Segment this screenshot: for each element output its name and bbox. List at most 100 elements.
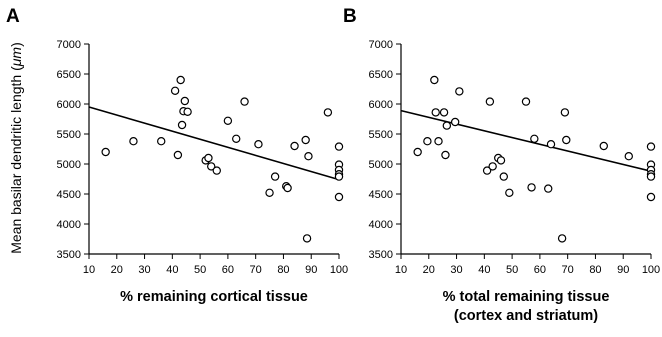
y-tick-label: 5000 <box>57 159 81 171</box>
panel-a: A 3500 4000 4500 5000 5500 6000 6500 7000 10 20 30 4… <box>6 6 348 305</box>
data-point <box>323 108 333 117</box>
data-point <box>177 120 187 130</box>
y-tick-label: 3500 <box>57 249 81 261</box>
data-point <box>442 121 452 130</box>
data-point <box>430 75 439 85</box>
data-point <box>546 139 556 149</box>
x-tick-label: 50 <box>506 264 518 276</box>
data-point <box>413 147 422 157</box>
data-point <box>223 116 233 126</box>
x-tick-label: 90 <box>305 264 317 276</box>
data-point <box>496 156 506 165</box>
x-tick-label: 100 <box>642 264 660 276</box>
y-tick-label: 3500 <box>369 249 393 261</box>
data-point <box>265 188 274 197</box>
y-tick-label: 7000 <box>369 39 393 51</box>
data-point <box>439 108 449 117</box>
y-tick-label: 4000 <box>57 219 81 231</box>
data-point <box>304 151 313 161</box>
x-axis-title: % total remaining tissue <box>443 289 610 305</box>
data-point <box>441 150 450 160</box>
panel-letter: A <box>6 6 20 27</box>
data-point <box>560 108 570 117</box>
x-tick-label: 100 <box>330 264 348 276</box>
data-point <box>434 136 443 146</box>
data-point <box>129 136 138 146</box>
data-point <box>240 97 249 106</box>
y-tick-label: 6500 <box>369 69 393 81</box>
y-tick-label: 6000 <box>369 99 393 111</box>
data-point <box>254 139 263 149</box>
data-point <box>431 108 440 117</box>
data-point <box>204 153 213 163</box>
y-tick-label: 4500 <box>57 189 81 201</box>
data-point <box>544 184 553 193</box>
data-point <box>646 192 656 202</box>
y-tick-label: 5500 <box>57 129 81 141</box>
regression-line <box>88 106 340 181</box>
data-point <box>530 134 539 143</box>
panel-letter: B <box>343 6 357 27</box>
data-point <box>212 166 221 175</box>
x-tick-label: 40 <box>166 264 178 276</box>
data-point <box>270 172 280 181</box>
data-point <box>173 150 183 160</box>
data-point <box>499 172 508 181</box>
y-axis-label: Mean basilar dendritic length (μm) <box>8 42 24 254</box>
data-point <box>505 188 514 197</box>
data-point <box>527 183 536 192</box>
panel-b: B 3500 4000 4500 5000 5500 6000 6500 7000 10 20 30 4… <box>343 6 660 324</box>
x-tick-label: 80 <box>277 264 289 276</box>
data-point <box>101 147 110 157</box>
regression-line <box>400 109 652 172</box>
data-point <box>646 172 656 181</box>
x-tick-label: 20 <box>423 264 435 276</box>
x-tick-label: 30 <box>138 264 150 276</box>
x-tick-label: 60 <box>534 264 546 276</box>
data-point <box>599 141 608 151</box>
x-tick-label: 10 <box>83 264 95 276</box>
y-tick-label: 4000 <box>369 219 393 231</box>
data-point <box>207 162 216 171</box>
data-point <box>290 141 299 151</box>
data-point <box>485 97 495 106</box>
data-point <box>624 151 633 161</box>
x-tick-label: 30 <box>450 264 462 276</box>
y-tick-label: 5000 <box>369 159 393 171</box>
x-tick-label: 90 <box>617 264 629 276</box>
x-tick-label: 70 <box>250 264 262 276</box>
data-point <box>521 97 531 106</box>
data-point <box>334 172 344 181</box>
data-point <box>646 142 656 151</box>
data-point <box>334 192 344 202</box>
data-point <box>232 134 241 143</box>
data-point <box>450 117 460 127</box>
y-tick-label: 7000 <box>57 39 81 51</box>
x-tick-label: 50 <box>194 264 206 276</box>
x-axis-title: % remaining cortical tissue <box>120 289 308 305</box>
y-tick-label: 5500 <box>369 129 393 141</box>
data-point <box>423 136 432 146</box>
data-point <box>180 96 190 106</box>
x-tick-label: 10 <box>395 264 407 276</box>
data-point <box>170 86 180 96</box>
data-point <box>488 162 497 171</box>
data-point <box>482 166 492 175</box>
data-point <box>183 107 192 117</box>
data-point <box>562 135 571 145</box>
data-point <box>176 75 185 85</box>
data-point <box>302 234 312 243</box>
x-tick-label: 20 <box>111 264 123 276</box>
x-tick-label: 60 <box>222 264 234 276</box>
x-axis-title-line2: (cortex and striatum) <box>454 308 598 324</box>
data-point <box>455 87 464 96</box>
data-point <box>283 183 292 193</box>
y-tick-label: 6000 <box>57 99 81 111</box>
x-tick-label: 70 <box>562 264 574 276</box>
data-point <box>334 142 344 151</box>
data-point <box>301 135 310 145</box>
data-point <box>557 234 567 243</box>
x-tick-label: 40 <box>478 264 490 276</box>
y-tick-label: 6500 <box>57 69 81 81</box>
